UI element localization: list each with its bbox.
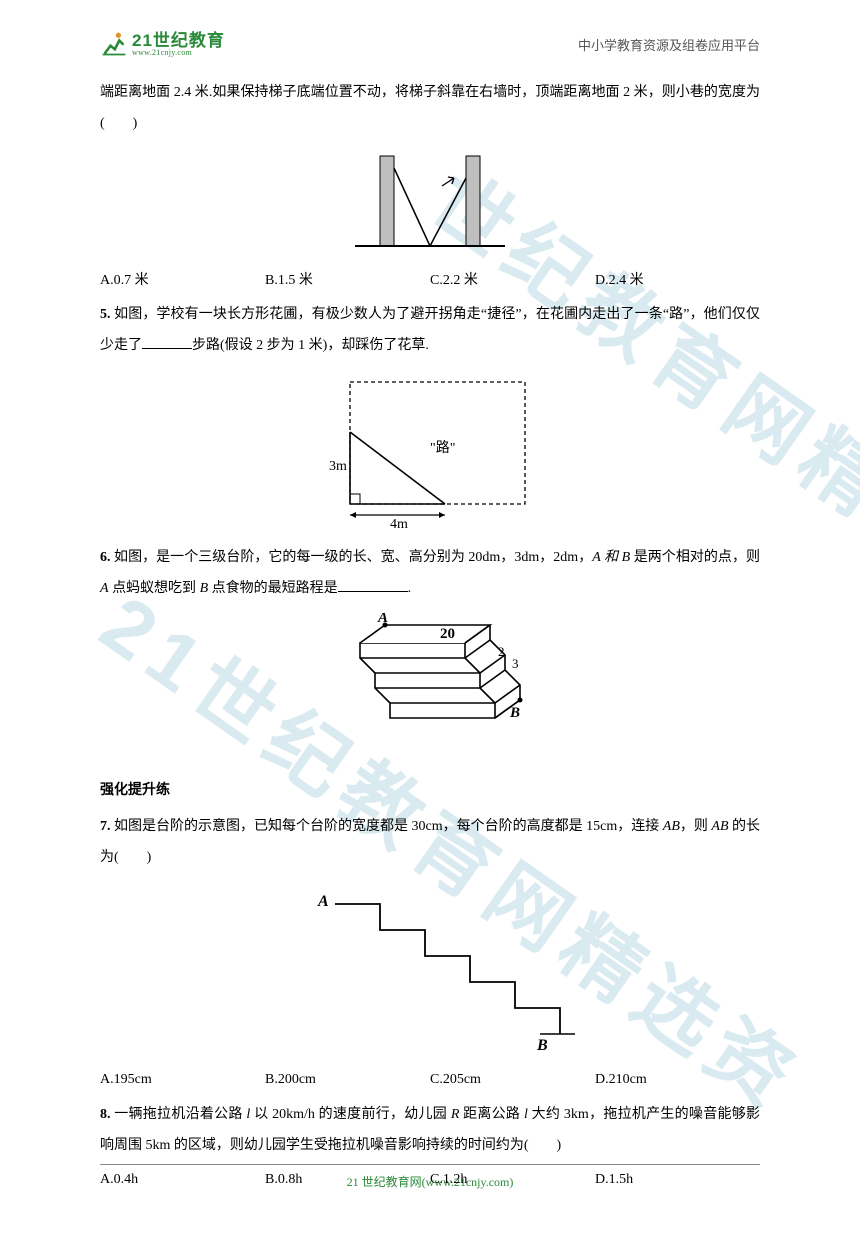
q6-part4: 点食物的最短路程是 <box>208 581 338 596</box>
q4-options: A.0.7 米 B.1.5 米 C.2.2 米 D.2.4 米 <box>100 266 760 297</box>
option-c: C.2.2 米 <box>430 266 595 297</box>
option-d: D.210cm <box>595 1065 760 1096</box>
runner-icon <box>100 30 128 58</box>
site-logo: 21世纪教育 www.21cnjy.com <box>100 30 225 58</box>
q6-part1: 如图，是一个三级台阶，它的每一级的长、宽、高分别为 20dm，3dm，2dm， <box>111 550 593 565</box>
path-label: "路" <box>430 440 455 456</box>
svg-text:2: 2 <box>498 644 505 659</box>
figure-path: "路" 3m 4m <box>100 370 760 535</box>
option-a: A.0.7 米 <box>100 266 265 297</box>
q8-pa: 一辆拖拉机沿着公路 <box>111 1107 247 1122</box>
figure-ladder <box>100 148 760 258</box>
q6-b: B <box>200 581 209 596</box>
option-b: B.200cm <box>265 1065 430 1096</box>
q8-number: 8. <box>100 1107 111 1122</box>
label-3m: 3m <box>329 459 347 474</box>
figure-stairs-2d: A B <box>100 882 760 1057</box>
q7-text: 7. 如图是台阶的示意图，已知每个台阶的宽度都是 30cm，每个台阶的高度都是 … <box>100 812 760 874</box>
svg-text:B: B <box>536 1037 548 1054</box>
q7-number: 7. <box>100 819 111 834</box>
section-title: 强化提升练 <box>100 776 760 807</box>
option-d: D.2.4 米 <box>595 266 760 297</box>
q5-part-b: 步路(假设 2 步为 1 米)，却踩伤了花草. <box>192 338 429 353</box>
q6-number: 6. <box>100 550 111 565</box>
q7-part2: ，则 <box>680 819 712 834</box>
logo-subtitle: www.21cnjy.com <box>132 49 225 57</box>
q6-text: 6. 如图，是一个三级台阶，它的每一级的长、宽、高分别为 20dm，3dm，2d… <box>100 543 760 605</box>
header-right-text: 中小学教育资源及组卷应用平台 <box>578 35 760 54</box>
q8-pc: 距离公路 <box>459 1107 524 1122</box>
q5-text: 5. 如图，学校有一块长方形花圃，有极少数人为了避开拐角走“捷径”，在花圃内走出… <box>100 300 760 362</box>
svg-text:3: 3 <box>512 656 519 671</box>
option-b: B.0.8h <box>265 1165 430 1196</box>
q6-a: A <box>100 581 109 596</box>
page-header: 21世纪教育 www.21cnjy.com 中小学教育资源及组卷应用平台 <box>100 30 760 63</box>
q8-options: A.0.4h B.0.8h C.1.2h D.1.5h <box>100 1165 760 1196</box>
svg-text:A: A <box>317 893 329 910</box>
q6-blank <box>338 578 408 592</box>
q7-options: A.195cm B.200cm C.205cm D.210cm <box>100 1065 760 1096</box>
q7-ab2: AB <box>711 819 728 834</box>
q5-blank <box>142 335 192 349</box>
q6-ab: A 和 B <box>592 550 630 565</box>
svg-text:A: A <box>377 613 388 626</box>
q4-intro: 端距离地面 2.4 米.如果保持梯子底端位置不动，将梯子斜靠在右墙时，顶端距离地… <box>100 78 760 140</box>
q6-part2: 是两个相对的点，则 <box>630 550 760 565</box>
logo-title: 21世纪教育 <box>132 32 225 49</box>
option-c: C.1.2h <box>430 1165 595 1196</box>
q6-dot: . <box>408 581 412 596</box>
label-4m: 4m <box>390 517 408 532</box>
q8-pb: 以 20km/h 的速度前行，幼儿园 <box>250 1107 451 1122</box>
option-a: A.0.4h <box>100 1165 265 1196</box>
figure-stairs-3d: A B 20 2 3 <box>100 613 760 758</box>
option-c: C.205cm <box>430 1065 595 1096</box>
svg-text:20: 20 <box>440 626 455 642</box>
svg-text:B: B <box>509 705 520 721</box>
q7-ab1: AB <box>663 819 680 834</box>
document-body: 端距离地面 2.4 米.如果保持梯子底端位置不动，将梯子斜靠在右墙时，顶端距离地… <box>100 78 760 1196</box>
q7-part1: 如图是台阶的示意图，已知每个台阶的宽度都是 30cm，每个台阶的高度都是 15c… <box>111 819 663 834</box>
q6-part3: 点蚂蚁想吃到 <box>109 581 200 596</box>
option-b: B.1.5 米 <box>265 266 430 297</box>
q8-text: 8. 一辆拖拉机沿着公路 l 以 20km/h 的速度前行，幼儿园 R 距离公路… <box>100 1100 760 1162</box>
option-a: A.195cm <box>100 1065 265 1096</box>
option-d: D.1.5h <box>595 1165 760 1196</box>
q5-number: 5. <box>100 307 111 322</box>
